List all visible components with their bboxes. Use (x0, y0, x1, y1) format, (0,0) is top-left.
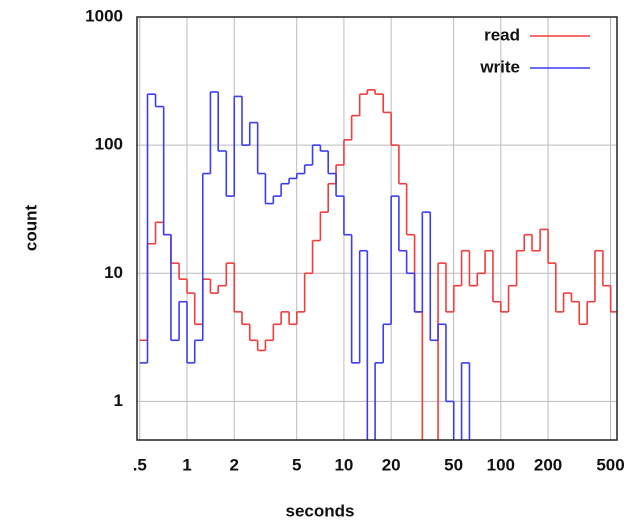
x-tick-label: 1 (182, 455, 191, 474)
x-axis-label: seconds (286, 501, 355, 520)
series (139, 89, 617, 440)
x-tick-label: 500 (596, 455, 624, 474)
x-tick-label: 10 (334, 455, 353, 474)
y-tick-label: 1000 (85, 6, 123, 25)
y-axis-label: count (21, 205, 40, 252)
x-tick-label: 2 (230, 455, 239, 474)
x-tick-label: 5 (292, 455, 301, 474)
x-tick-label: 100 (487, 455, 515, 474)
y-tick-label: 1 (114, 391, 123, 410)
x-tick-label: .5 (133, 455, 147, 474)
y-tick-label: 10 (104, 263, 123, 282)
series (139, 91, 471, 440)
x-tick-label: 20 (382, 455, 401, 474)
legend-label: read (484, 25, 520, 44)
legend-label: write (479, 57, 520, 76)
x-tick-label: 50 (444, 455, 463, 474)
x-tick-label: 200 (534, 455, 562, 474)
plot-frame (136, 16, 618, 441)
y-tick-label: 100 (95, 135, 123, 154)
